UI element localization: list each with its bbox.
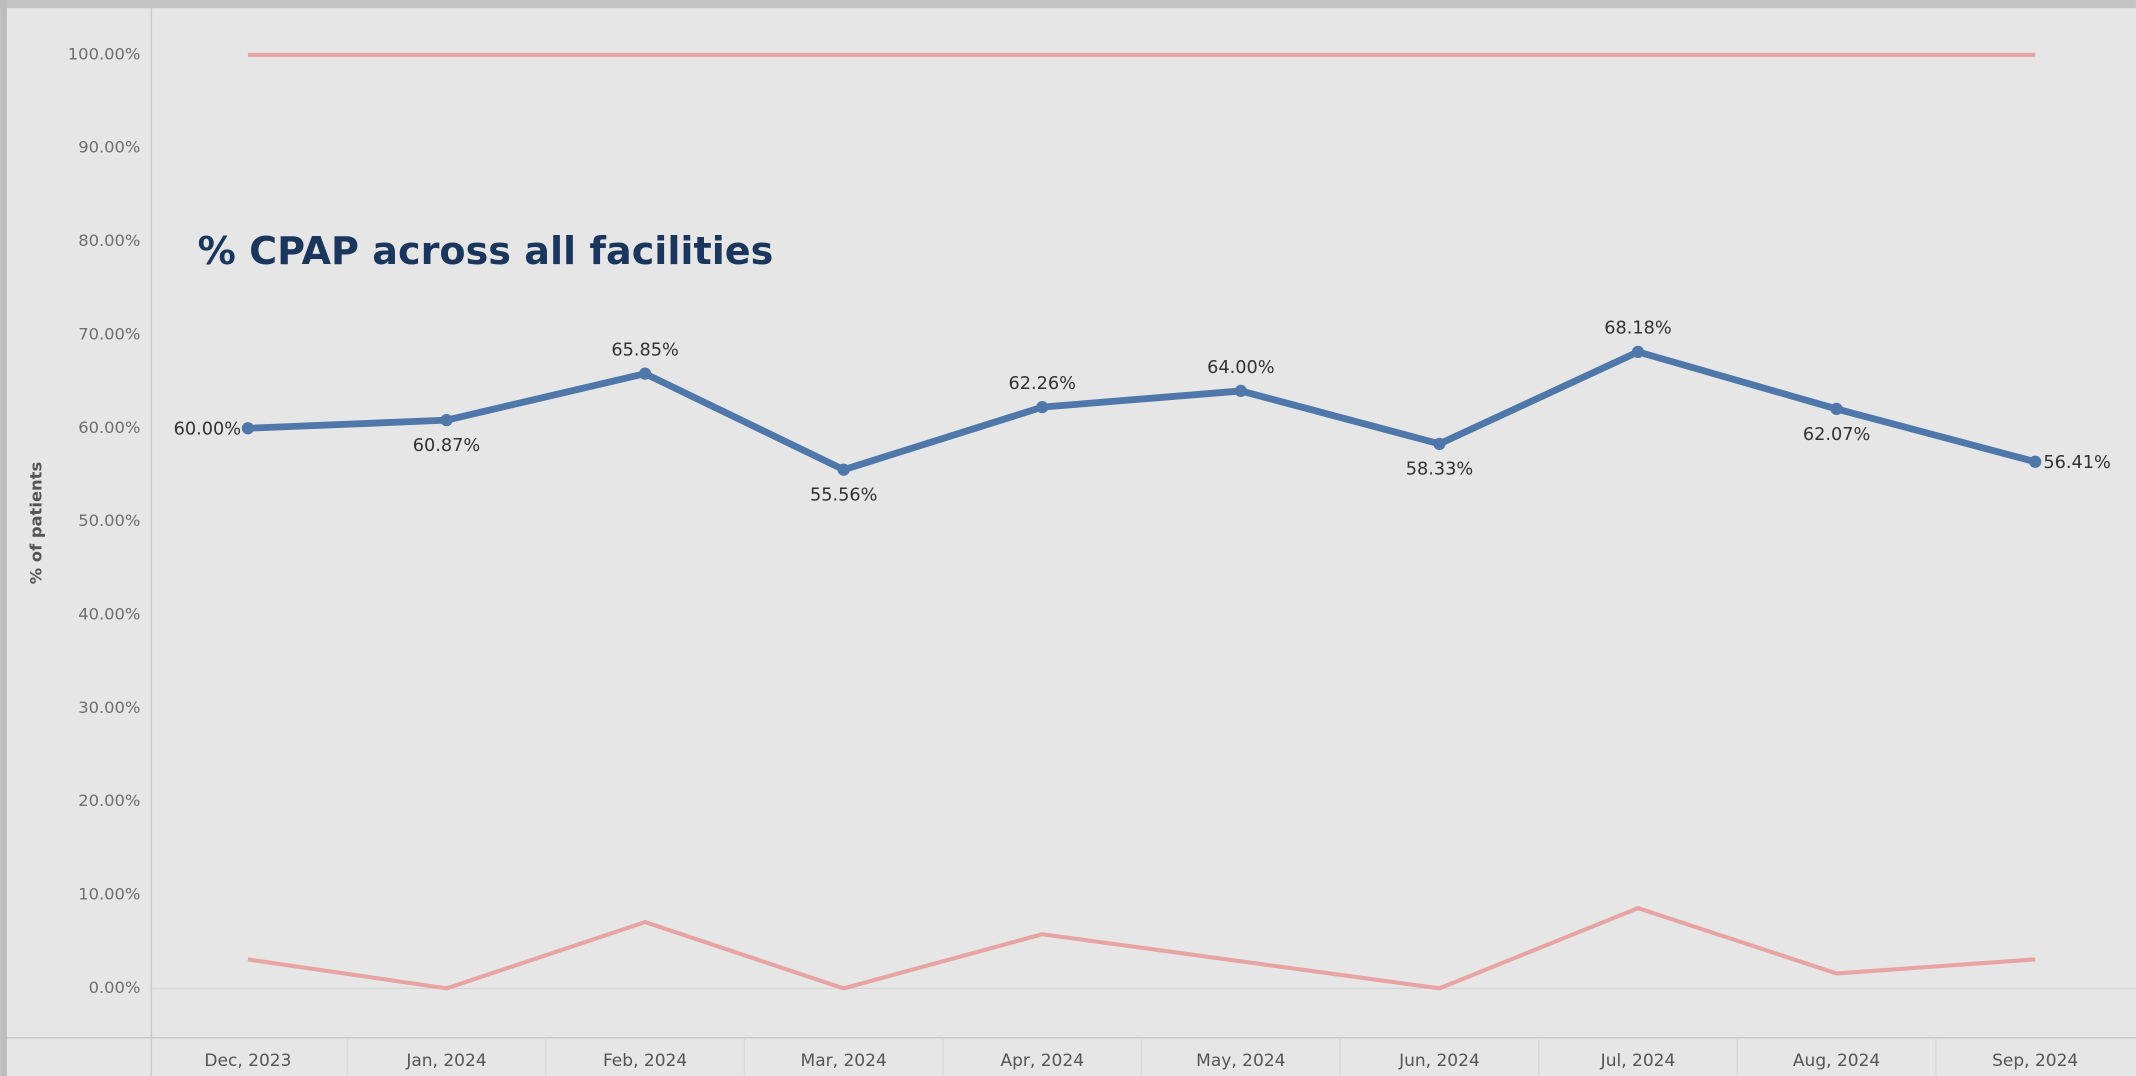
y-tick-label: 40.00%	[78, 604, 140, 623]
point	[2029, 455, 2042, 468]
y-tick-label: 60.00%	[78, 418, 140, 437]
reference-line	[247, 906, 2036, 991]
data-label: 58.33%	[1406, 460, 1473, 480]
data-label: 62.26%	[1009, 374, 1076, 394]
x-tick-label: Mar, 2024	[801, 1051, 887, 1071]
y-tick-label: 70.00%	[78, 324, 140, 343]
point	[440, 414, 453, 427]
y-tick-label: 10.00%	[78, 885, 140, 904]
top-border	[0, 0, 2136, 9]
data-label: 62.07%	[1803, 425, 1870, 445]
data-label: 68.18%	[1604, 319, 1671, 339]
data-label: 60.87%	[413, 436, 480, 456]
y-axis-label: % of patients	[26, 462, 45, 584]
x-tick-label: Aug, 2024	[1793, 1051, 1880, 1071]
point	[1830, 402, 1843, 416]
point	[1234, 384, 1247, 398]
y-tick-label: 80.00%	[78, 231, 140, 250]
x-tick-label: Dec, 2023	[204, 1051, 291, 1071]
point	[837, 463, 850, 476]
y-tick-label: 90.00%	[78, 138, 140, 157]
point	[638, 367, 652, 380]
data-label: 60.00%	[174, 420, 241, 440]
y-tick-label: 30.00%	[78, 698, 140, 717]
point	[1433, 437, 1446, 450]
point	[1631, 345, 1645, 359]
annotation: % CPAP across all facilities	[198, 229, 774, 273]
y-tick-label: 50.00%	[78, 511, 140, 530]
x-tick-label: May, 2024	[1196, 1051, 1285, 1071]
point	[241, 422, 255, 435]
x-tick-label: Apr, 2024	[1000, 1051, 1084, 1071]
x-tick-label: Jan, 2024	[405, 1051, 486, 1071]
x-tick-label: Jun, 2024	[1398, 1051, 1480, 1071]
x-tick-label: Jul, 2024	[1600, 1051, 1676, 1071]
data-label: 55.56%	[810, 486, 877, 506]
data-label: 65.85%	[611, 340, 678, 360]
y-tick-label: 0.00%	[89, 978, 141, 997]
data-label: 64.00%	[1207, 358, 1274, 378]
y-tick-label: 20.00%	[78, 791, 140, 810]
point	[1036, 401, 1049, 414]
left-border	[0, 0, 7, 1076]
x-tick-label: Feb, 2024	[603, 1051, 687, 1071]
y-tick-label: 100.00%	[68, 44, 141, 63]
series-line	[247, 348, 2037, 474]
x-tick-label: Sep, 2024	[1992, 1051, 2078, 1071]
data-label: 56.41%	[2043, 453, 2110, 473]
